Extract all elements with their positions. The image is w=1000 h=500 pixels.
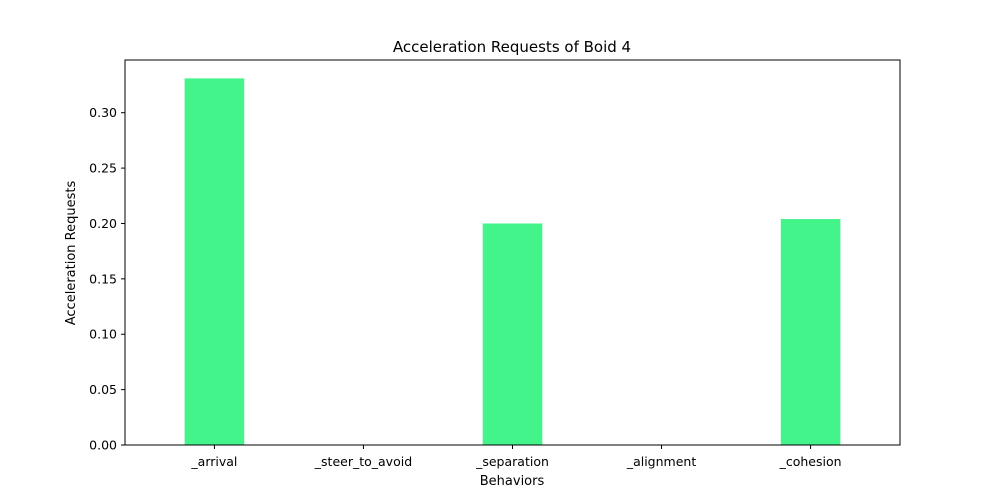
y-tick-label: 0.00 (89, 438, 117, 453)
chart-title: Acceleration Requests of Boid 4 (393, 38, 631, 56)
x-tick-label: _steer_to_avoid (314, 454, 412, 469)
y-tick-label: 0.15 (89, 271, 117, 286)
x-tick-label: _cohesion (779, 454, 842, 469)
y-tick-label: 0.10 (89, 327, 117, 342)
y-axis-label: Acceleration Requests (64, 181, 79, 326)
bar-cohesion (780, 219, 841, 445)
y-axis: 0.00 0.05 0.10 0.15 0.20 0.25 0.30 (89, 105, 125, 453)
x-axis-label: Behaviors (480, 474, 545, 489)
x-tick-label: _alignment (626, 454, 697, 469)
x-axis: _arrival _steer_to_avoid _separation _align… (190, 445, 842, 469)
x-tick-label: _separation (475, 454, 549, 469)
y-tick-label: 0.05 (89, 382, 117, 397)
bars-group (184, 78, 841, 445)
y-tick-label: 0.20 (89, 216, 117, 231)
bar-arrival (184, 78, 245, 445)
y-tick-label: 0.25 (89, 161, 117, 176)
y-tick-label: 0.30 (89, 105, 117, 120)
bar-separation (482, 223, 543, 445)
x-tick-label: _arrival (190, 454, 237, 469)
